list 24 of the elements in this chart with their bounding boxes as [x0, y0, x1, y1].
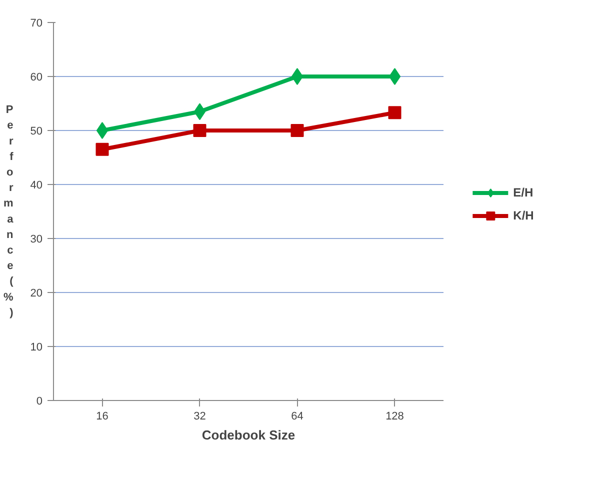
y-tick-label: 50	[30, 126, 43, 138]
point	[193, 124, 206, 137]
point	[96, 142, 109, 156]
y-tick-label: 60	[30, 72, 43, 84]
text: Performance (%)	[3, 104, 14, 319]
point	[194, 103, 206, 120]
x-tick-label: 16	[96, 410, 108, 422]
x-axis-title: Codebook Size	[202, 428, 296, 442]
point	[388, 68, 401, 85]
y-tick-label: 40	[30, 180, 43, 192]
point	[291, 68, 304, 85]
legend-label: K/H	[513, 208, 534, 222]
y-tick-label: 30	[30, 234, 43, 246]
x-tick-label: 128	[386, 410, 404, 422]
point	[290, 124, 304, 137]
y-tick-label: 70	[30, 18, 43, 30]
y-tick-label: 10	[30, 342, 43, 354]
x-tick-label: 64	[291, 410, 304, 422]
x-tick-label: 32	[194, 410, 206, 422]
legend-label: E/H	[513, 185, 534, 199]
y-tick-label: 0	[36, 396, 43, 408]
point	[388, 106, 402, 120]
y-tick-label: 20	[30, 288, 43, 300]
point	[96, 122, 108, 139]
